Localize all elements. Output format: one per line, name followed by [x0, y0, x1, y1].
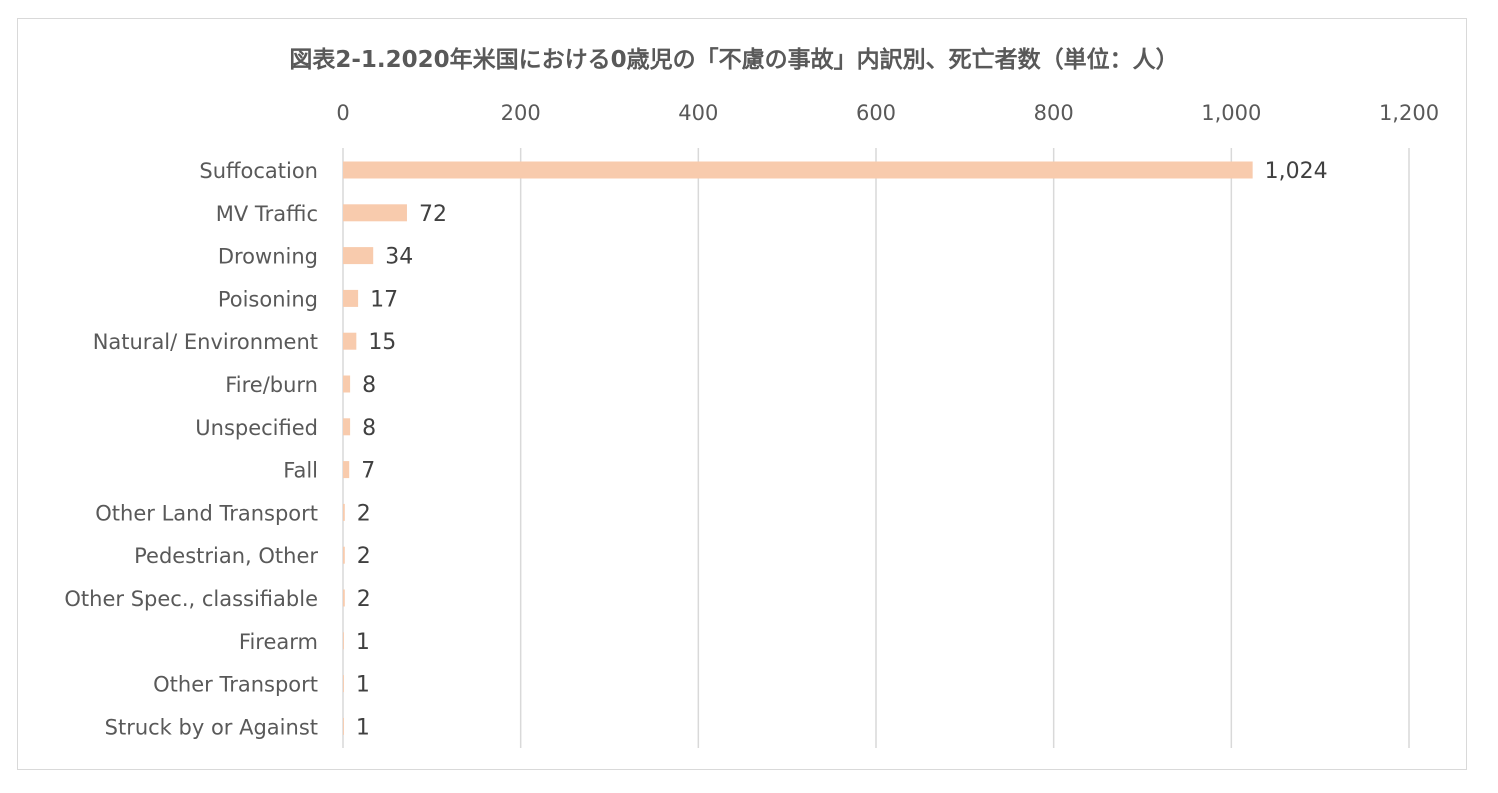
data-label: 2: [357, 501, 371, 526]
bar: [343, 418, 351, 436]
category-label: MV Traffic: [216, 202, 318, 226]
data-label: 1: [356, 715, 370, 740]
x-axis-ticks: 0 200 400 600 800 1,000 1,200: [336, 101, 1439, 125]
chart-frame: [17, 18, 1467, 770]
data-label: 1: [356, 673, 370, 698]
data-label: 2: [357, 587, 371, 612]
category-label: Natural/ Environment: [93, 330, 318, 354]
bars: [343, 161, 1253, 735]
category-label: Other Land Transport: [95, 501, 318, 525]
category-label: Other Spec., classifiable: [64, 587, 318, 611]
category-labels: Suffocation MV Traffic Drowning Poisoning Na…: [64, 159, 318, 739]
category-label: Unspecified: [195, 416, 318, 440]
x-tick-label: 1,200: [1379, 101, 1439, 125]
x-tick-label: 600: [856, 101, 896, 125]
x-tick-label: 800: [1034, 101, 1074, 125]
category-label: Fire/burn: [225, 373, 318, 397]
bar: [343, 247, 374, 265]
data-label: 7: [361, 459, 375, 484]
data-label: 8: [362, 373, 376, 398]
bar: [343, 332, 357, 350]
data-label: 2: [357, 544, 371, 569]
bar: [343, 375, 351, 393]
category-label: Drowning: [218, 245, 318, 269]
bar: [343, 204, 407, 222]
bar: [343, 632, 344, 650]
category-label: Fall: [283, 459, 318, 483]
x-tick-label: 0: [336, 101, 349, 125]
x-tick-label: 1,000: [1201, 101, 1261, 125]
data-label: 1,024: [1265, 159, 1328, 184]
x-tick-label: 400: [678, 101, 718, 125]
data-label: 72: [419, 202, 447, 227]
bar: [343, 503, 345, 521]
gridlines: [342, 148, 1410, 748]
data-label: 17: [370, 287, 398, 312]
data-label: 34: [385, 245, 413, 270]
bar: [343, 589, 345, 607]
bar: [343, 461, 350, 479]
data-label: 1: [356, 630, 370, 655]
bar: [343, 161, 1253, 179]
data-label: 15: [368, 330, 396, 355]
bar: [343, 546, 345, 564]
category-label: Struck by or Against: [105, 715, 318, 739]
category-label: Other Transport: [153, 673, 318, 697]
bar: [343, 289, 359, 307]
bar: [343, 717, 344, 735]
category-label: Poisoning: [218, 287, 318, 311]
data-label: 8: [362, 416, 376, 441]
category-label: Pedestrian, Other: [134, 544, 318, 568]
category-label: Suffocation: [199, 159, 318, 183]
chart-title: 図表2-1.2020年米国における0歳児の「不慮の事故」内訳別、死亡者数（単位：…: [289, 47, 1179, 73]
bar: [343, 675, 344, 693]
x-tick-label: 200: [501, 101, 541, 125]
category-label: Firearm: [239, 630, 318, 654]
